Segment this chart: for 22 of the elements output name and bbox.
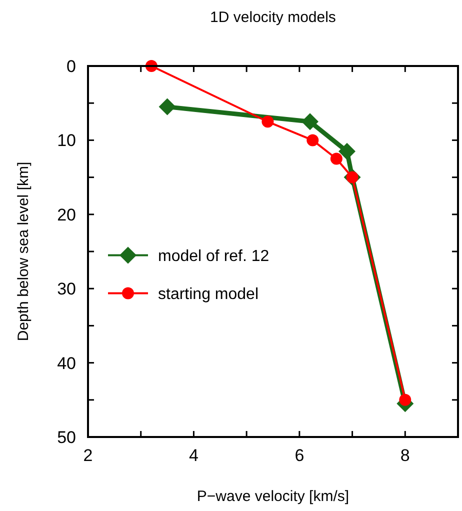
y-axis-title: Depth below sea level [km] [15, 162, 32, 342]
y-tick-label: 10 [57, 131, 76, 150]
chart-title: 1D velocity models [210, 9, 336, 26]
x-tick-label: 2 [83, 446, 93, 465]
point [330, 152, 342, 165]
x-tick-label: 6 [294, 446, 304, 465]
x-tick-label: 4 [188, 446, 198, 465]
point [399, 394, 412, 406]
legend-label: starting model [158, 286, 258, 304]
y-tick-label: 30 [57, 280, 76, 299]
y-tick-label: 40 [57, 354, 76, 373]
y-tick-label: 0 [66, 57, 76, 76]
point [158, 98, 176, 116]
point [262, 116, 274, 128]
point [338, 142, 356, 160]
y-tick-label: 20 [57, 205, 76, 224]
point [302, 113, 318, 130]
x-tick-label: 8 [400, 446, 410, 465]
x-axis-title: P−wave velocity [km/s] [196, 488, 350, 505]
y-tick-label: 50 [57, 428, 76, 447]
point [306, 134, 319, 146]
legend-label: model of ref. 12 [158, 248, 270, 266]
